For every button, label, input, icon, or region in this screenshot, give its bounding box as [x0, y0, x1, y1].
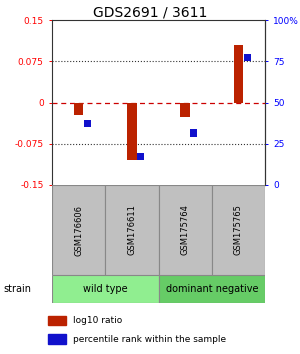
Bar [84, 120, 91, 127]
Text: strain: strain [3, 284, 31, 294]
Bar [234, 45, 243, 103]
Bar [127, 103, 137, 160]
Text: GSM176606: GSM176606 [74, 205, 83, 256]
Bar [190, 129, 197, 137]
Bar [74, 103, 83, 115]
Text: dominant negative: dominant negative [166, 284, 258, 294]
Text: log10 ratio: log10 ratio [73, 316, 122, 325]
Bar [49, 315, 66, 325]
Text: GSM176611: GSM176611 [128, 205, 136, 256]
Text: GSM175764: GSM175764 [181, 205, 190, 256]
Text: wild type: wild type [83, 284, 128, 294]
Bar [49, 335, 66, 344]
Bar [158, 275, 265, 303]
Text: GSM175765: GSM175765 [234, 205, 243, 256]
Text: GDS2691 / 3611: GDS2691 / 3611 [93, 5, 207, 19]
Bar [105, 185, 158, 275]
Bar [52, 275, 158, 303]
Bar [137, 153, 144, 160]
Bar [212, 185, 265, 275]
Bar [158, 185, 212, 275]
Bar [52, 185, 105, 275]
Text: percentile rank within the sample: percentile rank within the sample [73, 335, 226, 344]
Bar [244, 53, 250, 61]
Bar [180, 103, 190, 117]
